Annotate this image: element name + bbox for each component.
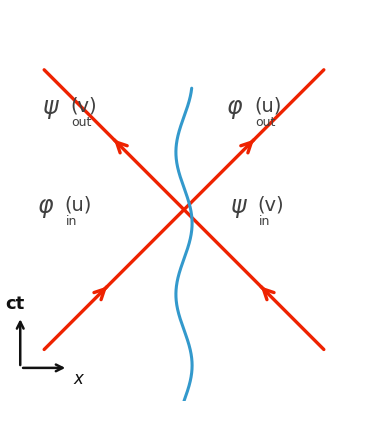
Text: $\varphi$: $\varphi$	[226, 97, 244, 121]
Text: out: out	[255, 116, 275, 129]
Text: x: x	[74, 370, 84, 388]
Text: $\varphi$: $\varphi$	[37, 196, 54, 220]
Text: (u): (u)	[254, 96, 281, 115]
Text: ct: ct	[6, 295, 25, 312]
Text: (u): (u)	[64, 195, 92, 214]
Text: in: in	[66, 215, 77, 228]
Text: in: in	[259, 215, 270, 228]
Text: $\psi$: $\psi$	[42, 97, 60, 121]
Text: (v): (v)	[70, 96, 96, 115]
Text: (v): (v)	[258, 195, 284, 214]
Text: out: out	[71, 116, 91, 129]
Text: $\psi$: $\psi$	[230, 196, 248, 220]
